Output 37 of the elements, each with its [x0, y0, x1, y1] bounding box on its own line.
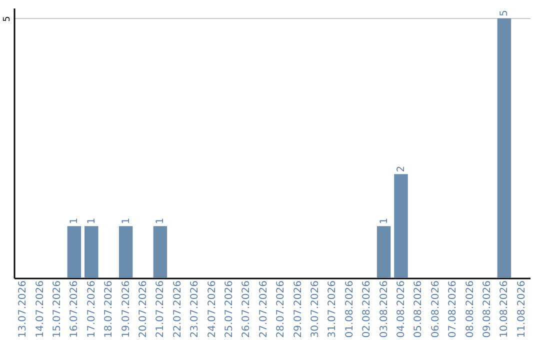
x-tick-label: 27.07.2026 [258, 280, 270, 338]
x-tick-label: 19.07.2026 [120, 280, 132, 338]
x-tick-label: 10.08.2026 [499, 280, 510, 338]
x-tick-label: 15.07.2026 [52, 280, 63, 338]
x-tick-label: 28.07.2026 [276, 280, 287, 338]
x-tick-label: 14.07.2026 [34, 280, 46, 338]
data-label: 5 [499, 10, 510, 16]
data-label: 2 [396, 166, 407, 172]
x-tick-label: 16.07.2026 [69, 280, 80, 338]
x-tick-label: 31.07.2026 [327, 280, 338, 338]
x-tick-label: 29.07.2026 [292, 280, 304, 338]
x-tick-label: 05.08.2026 [413, 280, 424, 338]
x-tick-label: 04.08.2026 [396, 280, 407, 338]
x-tick-label: 23.07.2026 [190, 280, 201, 338]
x-tick-label: 30.07.2026 [310, 280, 321, 338]
x-tick-label: 21.07.2026 [155, 280, 166, 338]
x-tick-label: 02.08.2026 [362, 280, 373, 338]
data-label: 1 [155, 218, 166, 224]
x-tick-label: 06.08.2026 [430, 280, 442, 338]
x-tick-label: 13.07.2026 [18, 280, 29, 338]
data-label: 1 [69, 218, 80, 224]
x-tick-label: 08.08.2026 [464, 280, 476, 338]
data-label: 1 [378, 218, 390, 224]
x-tick-label: 18.07.2026 [104, 280, 115, 338]
x-tick-label: 03.08.2026 [378, 280, 390, 338]
x-tick-label: 17.07.2026 [86, 280, 98, 338]
data-label: 1 [120, 218, 132, 224]
x-tick-label: 11.08.2026 [516, 280, 528, 338]
data-label: 1 [86, 218, 98, 224]
x-tick-label: 20.07.2026 [138, 280, 149, 338]
x-tick-label: 26.07.2026 [241, 280, 252, 338]
x-tick-label: 09.08.2026 [482, 280, 493, 338]
x-tick-label: 25.07.2026 [224, 280, 235, 338]
x-tick-label: 24.07.2026 [206, 280, 218, 338]
x-tick-label: 22.07.2026 [172, 280, 184, 338]
x-tick-label: 01.08.2026 [344, 280, 356, 338]
x-tick-label: 07.08.2026 [448, 280, 459, 338]
